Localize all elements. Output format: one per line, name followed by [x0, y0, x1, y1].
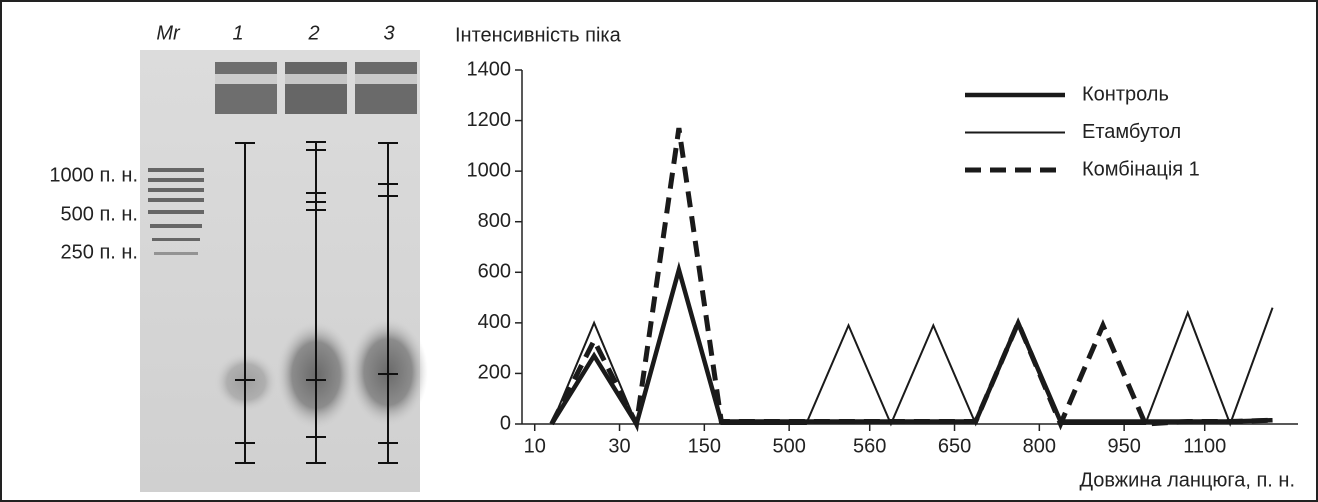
legend-label: Етамбутол — [1082, 121, 1181, 143]
lane-label: Mr — [156, 22, 181, 44]
y-tick-label: 1200 — [467, 109, 512, 131]
x-tick-label: 10 — [524, 435, 546, 457]
x-tick-label: 1100 — [1183, 435, 1226, 457]
gel-image — [140, 50, 428, 492]
legend-label: Комбінація 1 — [1082, 158, 1200, 180]
figure: Mr 1 2 3 1000 п. н. 500 п. н. 250 п. н. … — [0, 0, 1318, 502]
y-tick-label: 400 — [478, 311, 511, 333]
size-label: 500 п. н. — [61, 203, 138, 225]
lane-label: 3 — [383, 22, 394, 44]
lane-label: 2 — [307, 22, 319, 44]
x-tick-label: 950 — [1107, 435, 1140, 457]
y-axis-label: Інтенсивність піка — [455, 24, 622, 46]
y-tick-label: 600 — [478, 261, 511, 283]
lane-label: 1 — [232, 22, 243, 44]
legend-label: Контроль — [1082, 83, 1169, 105]
size-label: 250 п. н. — [61, 241, 138, 263]
x-tick-label: 560 — [853, 435, 886, 457]
x-tick-label: 500 — [772, 435, 805, 457]
y-tick-label: 200 — [478, 362, 511, 384]
y-tick-label: 1000 — [467, 159, 512, 181]
y-tick-label: 0 — [500, 412, 511, 434]
x-tick-label: 150 — [688, 435, 721, 457]
x-tick-label: 30 — [608, 435, 630, 457]
size-label: 1000 п. н. — [49, 164, 138, 186]
x-tick-label: 800 — [1023, 435, 1056, 457]
y-tick-label: 1400 — [467, 58, 512, 80]
x-tick-label: 650 — [938, 435, 971, 457]
x-axis-label: Довжина ланцюга, п. н. — [1080, 469, 1296, 491]
y-tick-label: 800 — [478, 210, 511, 232]
